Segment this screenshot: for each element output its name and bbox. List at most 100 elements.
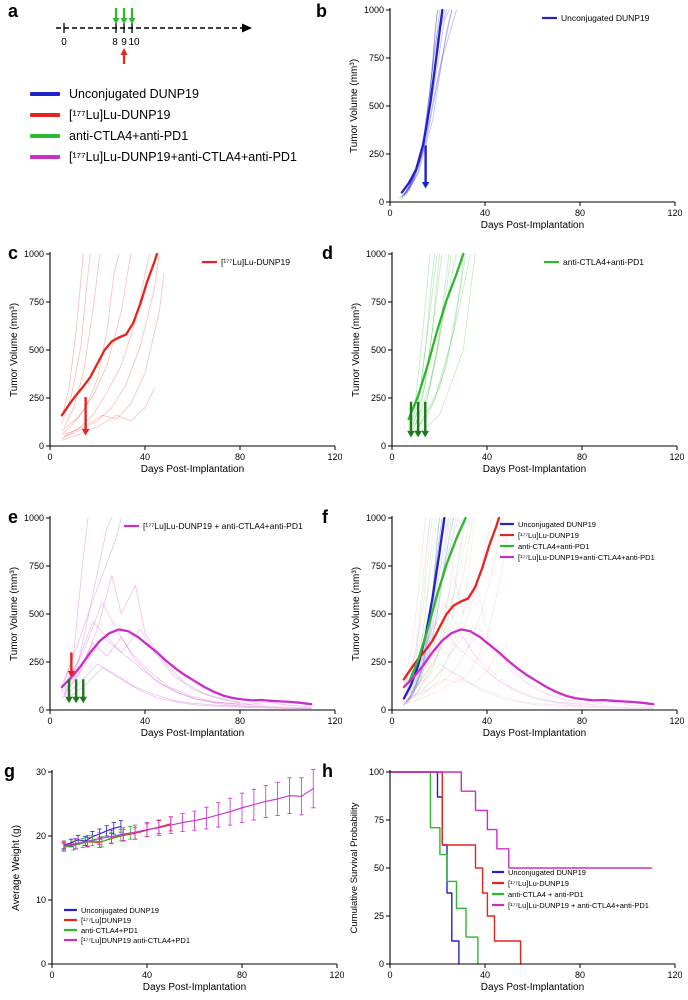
y-tick-label: 1000 — [24, 513, 44, 523]
series-line — [63, 602, 241, 705]
legend-label: Unconjugated DUNP19 — [69, 86, 199, 101]
legend-label: [¹⁷⁷Lu]Lu-DUNP19 + anti-CTLA4+anti-PD1 — [143, 521, 303, 531]
x-tick-label: 120 — [667, 970, 682, 980]
y-tick-label: 750 — [371, 561, 386, 571]
y-axis-label: Tumor Volume (mm³) — [351, 303, 362, 397]
series-line — [63, 253, 151, 437]
panel-d-chart: 0 250 500 750 1000 0 40 80 120 Days Post-Implanta… — [351, 249, 684, 475]
y-axis-label: Tumor Volume (mm³) — [9, 567, 20, 661]
series-line — [408, 517, 459, 703]
x-tick-label: 40 — [140, 716, 150, 726]
legend-label: [¹⁷⁷Lu]Lu-DUNP19+anti-CTLA4+anti-PD1 — [518, 553, 655, 562]
x-tick-label: 40 — [480, 208, 490, 218]
x-tick-label: 40 — [142, 970, 152, 980]
y-tick-label: 250 — [371, 393, 386, 403]
series-line — [63, 663, 312, 709]
series-line — [61, 387, 155, 441]
panel-label-a: a — [8, 1, 19, 21]
y-tick-label: 1000 — [366, 513, 386, 523]
legend-label: Unconjugated DUNP19 — [518, 520, 596, 529]
legend-label: [¹⁷⁷Lu]DUNP19 anti-CTLA4+PD1 — [81, 936, 190, 945]
legend-label: [¹⁷⁷Lu]Lu-DUNP19 — [518, 531, 579, 540]
series-line — [403, 517, 474, 696]
legend-swatch-blue — [30, 91, 60, 96]
series-line — [60, 628, 313, 706]
y-tick-label: 500 — [371, 609, 386, 619]
series-line — [403, 651, 497, 705]
panel-label-g: g — [4, 761, 15, 781]
legend-item-checkpoint: anti-CTLA4+anti-PD1 — [30, 125, 338, 146]
y-tick-label: 750 — [371, 297, 386, 307]
radioligand-dose-arrowhead — [120, 48, 128, 55]
series-line — [405, 636, 654, 709]
panel-label-e: e — [8, 507, 19, 527]
y-tick-label: 50 — [374, 863, 384, 873]
series-line — [399, 9, 438, 199]
legend-item-combination: [¹⁷⁷Lu]Lu-DUNP19+anti-CTLA4+anti-PD1 — [30, 146, 338, 167]
legend-label: [¹⁷⁷Lu]Lu-DUNP19 — [221, 257, 290, 267]
y-axis-label: Average Weight (g) — [11, 825, 22, 911]
x-tick-label: 80 — [575, 208, 585, 218]
y-axis-label: Tumor Volume (mm³) — [9, 303, 20, 397]
series-line — [415, 517, 466, 696]
y-tick-label: 250 — [29, 657, 44, 667]
x-tick-label: 80 — [577, 452, 587, 462]
y-tick-label: 500 — [29, 609, 44, 619]
y-tick-label: 750 — [29, 297, 44, 307]
x-tick-label: 80 — [577, 716, 587, 726]
y-tick-label: 0 — [381, 441, 386, 451]
legend-label: anti-CTLA4+anti-PD1 — [518, 542, 590, 551]
series-line — [413, 253, 443, 426]
x-axis-label: Days Post-Implantation — [481, 220, 584, 231]
series-line — [389, 771, 479, 965]
x-axis-label: Days Post-Implantation — [143, 982, 246, 993]
legend-label: [¹⁷⁷Lu]Lu-DUNP19 — [69, 107, 171, 122]
series-line — [63, 788, 314, 847]
y-tick-label: 25 — [374, 911, 384, 921]
series-line — [405, 663, 654, 709]
series-line — [410, 253, 450, 434]
legend-item-unconjugated: Unconjugated DUNP19 — [30, 83, 338, 104]
series-line — [61, 575, 241, 703]
y-tick-label: 500 — [29, 345, 44, 355]
treatment-arrowhead — [81, 428, 90, 436]
series-line — [403, 517, 502, 703]
series-line — [389, 771, 522, 965]
legend-label: anti-CTLA4 + anti-PD1 — [508, 890, 584, 899]
x-tick-label: 0 — [389, 452, 394, 462]
series-line — [408, 253, 436, 432]
series-line — [61, 253, 120, 435]
legend-label: anti-CTLA4+anti-PD1 — [69, 128, 189, 143]
y-tick-label: 30 — [36, 767, 46, 777]
series-line — [417, 517, 471, 692]
legend-label: anti-CTLA4+PD1 — [81, 926, 138, 935]
panel-label-d: d — [322, 243, 333, 263]
panel-a: 0 8 9 10 Unconjugated DUNP19 [¹⁷⁷Lu]Lu-D… — [6, 4, 338, 167]
y-tick-label: 250 — [371, 657, 386, 667]
x-axis-label: Days Post-Implantation — [483, 464, 586, 475]
panel-label-f: f — [322, 507, 328, 527]
treatment-arrowhead — [407, 430, 415, 438]
series-line — [405, 517, 445, 703]
antibody-dose-arrowhead — [120, 18, 128, 24]
series-line — [401, 517, 440, 707]
y-tick-label: 0 — [379, 197, 384, 207]
y-tick-label: 0 — [41, 959, 46, 969]
y-tick-label: 250 — [29, 393, 44, 403]
y-tick-label: 0 — [39, 705, 44, 715]
panel-label-b: b — [316, 1, 327, 21]
y-tick-label: 500 — [369, 101, 384, 111]
series-line — [63, 667, 312, 710]
x-tick-label: 40 — [140, 452, 150, 462]
treatment-arrowhead — [72, 696, 80, 704]
x-tick-label: 80 — [237, 970, 247, 980]
series-line — [61, 636, 265, 706]
legend-swatch-green — [30, 133, 60, 138]
y-axis-label: Tumor Volume (mm³) — [351, 567, 362, 661]
treatment-arrowhead — [414, 430, 422, 438]
y-tick-label: 500 — [371, 345, 386, 355]
legend-swatch-red — [30, 112, 60, 117]
series-line — [415, 517, 457, 688]
y-tick-label: 0 — [379, 959, 384, 969]
series-line — [405, 517, 455, 705]
